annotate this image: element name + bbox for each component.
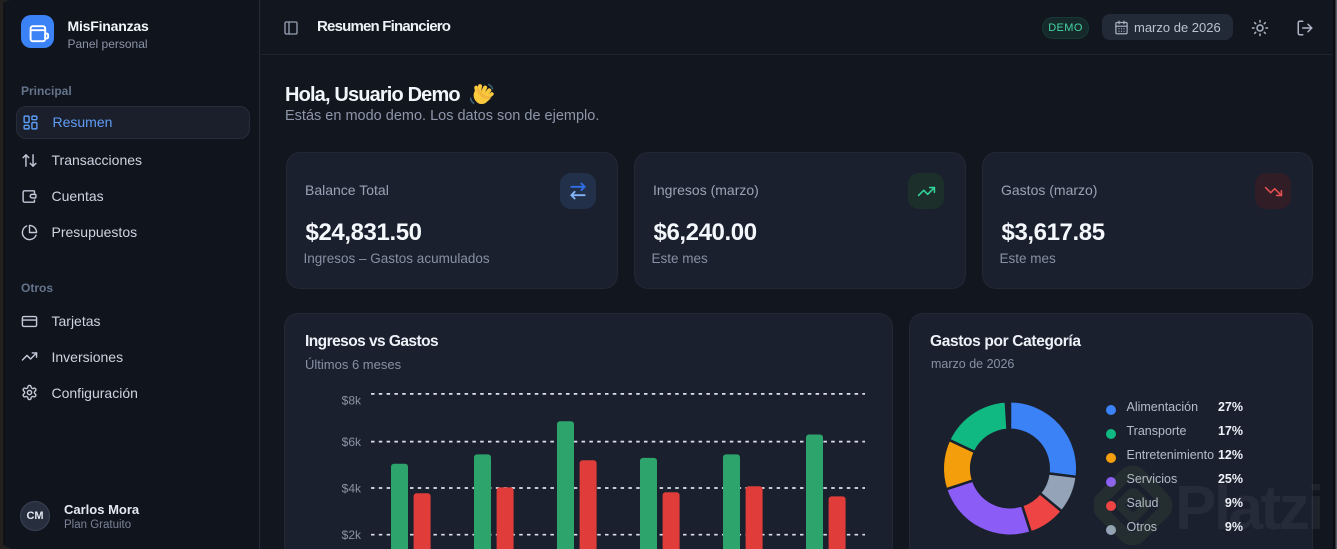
svg-text:$4k: $4k bbox=[342, 481, 362, 495]
svg-text:$8k: $8k bbox=[342, 394, 362, 408]
svg-text:$6k: $6k bbox=[342, 435, 362, 449]
svg-text:$2k: $2k bbox=[342, 528, 362, 542]
